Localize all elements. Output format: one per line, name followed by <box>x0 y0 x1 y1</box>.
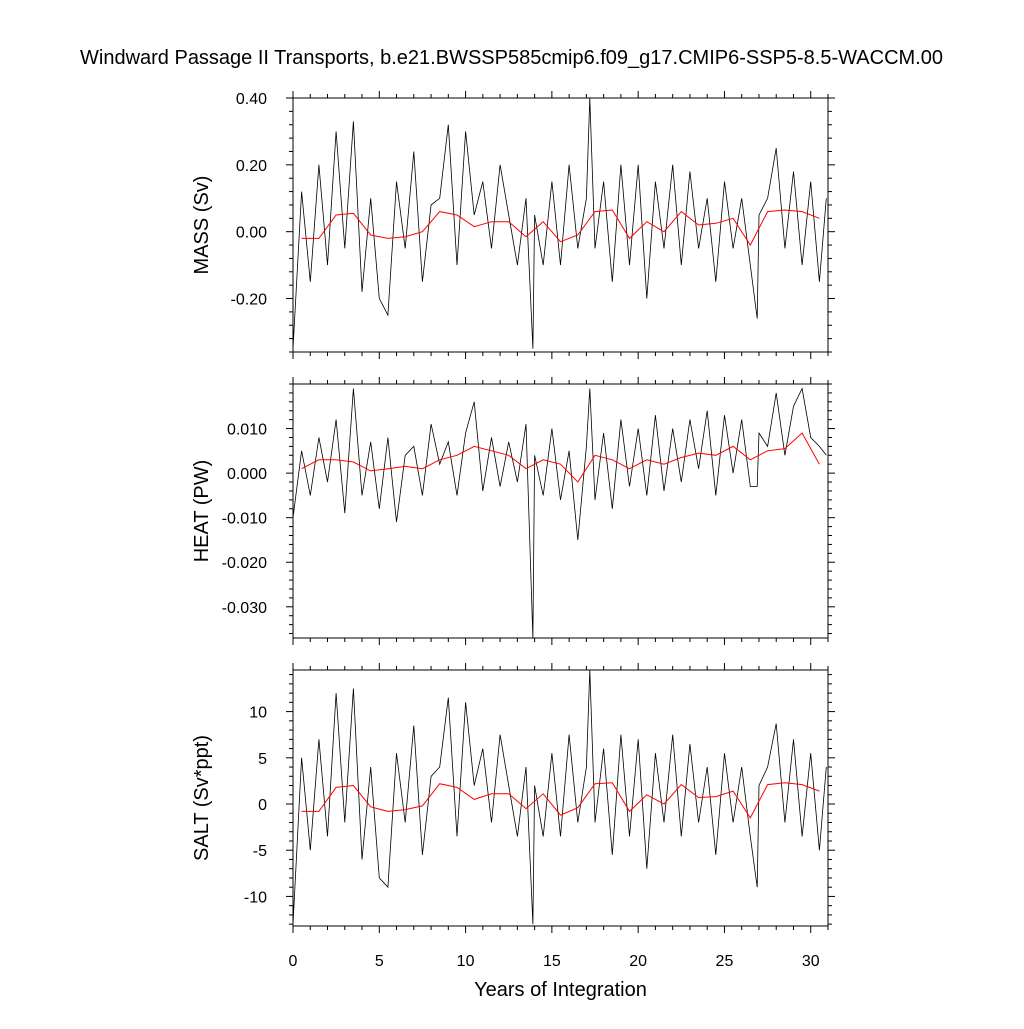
mass-y-tick-label: -0.20 <box>231 292 268 309</box>
mass-raw-series-line <box>293 98 827 349</box>
heat-frame <box>292 383 829 639</box>
heat-y-tick-label: -0.030 <box>222 600 267 617</box>
salt-y-tick-label: 0 <box>258 797 267 814</box>
mass-frame <box>292 97 829 353</box>
mass-y-tick-label: 0.00 <box>236 225 267 242</box>
salt-smoothed-series-line <box>301 782 820 819</box>
salt-y-tick-label: -5 <box>253 843 267 860</box>
salt-raw-series-line <box>293 670 827 925</box>
heat-y-tick-label: -0.020 <box>222 555 267 572</box>
x-tick-label: 30 <box>802 953 820 970</box>
mass-y-tick-label: 0.20 <box>236 158 267 175</box>
salt-y-tick-label: -10 <box>244 889 267 906</box>
x-tick-label: 10 <box>457 953 475 970</box>
salt-y-axis-label: SALT (Sv*ppt) <box>191 735 213 861</box>
salt-panel: -10 -5 0 5 10 SALT (Sv*ppt) 0 5 10 15 20 25 30 Years … <box>191 663 835 1001</box>
salt-y-tick-label: 10 <box>249 705 267 722</box>
salt-y-tick-label: 5 <box>258 751 267 768</box>
x-tick-label: 25 <box>716 953 734 970</box>
chart-title: Windward Passage II Transports, b.e21.BW… <box>80 47 943 69</box>
heat-y-tick-label: -0.010 <box>222 511 267 528</box>
heat-y-tick-label: 0.000 <box>227 466 267 483</box>
x-tick-label: 15 <box>543 953 561 970</box>
heat-smoothed-series-line <box>301 432 820 483</box>
salt-frame <box>292 669 829 927</box>
x-tick-label: 20 <box>629 953 647 970</box>
heat-raw-series-line <box>293 387 827 638</box>
x-tick-label: 0 <box>289 953 298 970</box>
x-axis-label: Years of Integration <box>474 979 647 1001</box>
mass-y-tick-label: 0.40 <box>236 91 267 108</box>
heat-panel: -0.030 -0.020 -0.010 0.000 0.010 HEAT (PW) <box>191 377 835 645</box>
heat-y-tick-label: 0.010 <box>227 422 267 439</box>
mass-smoothed-series-line <box>301 209 820 247</box>
mass-panel: -0.20 0.00 0.20 0.40 MASS (Sv) <box>191 91 835 359</box>
heat-y-axis-label: HEAT (PW) <box>191 460 213 563</box>
x-tick-label: 5 <box>375 953 384 970</box>
mass-y-axis-label: MASS (Sv) <box>191 176 213 275</box>
